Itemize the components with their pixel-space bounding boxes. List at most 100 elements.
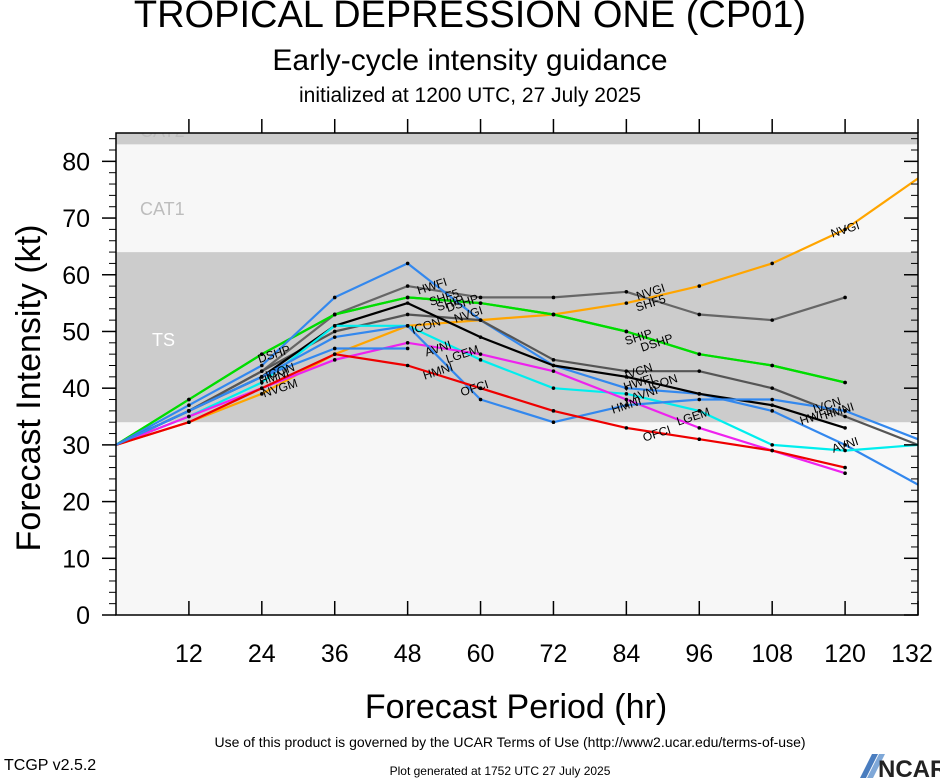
point-icon — [770, 403, 774, 407]
point-icon — [405, 301, 410, 305]
point-lgem — [478, 358, 483, 362]
point-shf5 — [770, 318, 774, 322]
point-hmni — [332, 335, 337, 339]
x-axis-label: Forecast Period (hr) — [365, 688, 667, 726]
point-lgem — [551, 386, 556, 390]
point-ivcn — [405, 312, 410, 317]
point-hmni — [697, 397, 702, 402]
axis-ticks: 12 24 36 48 60 72 84 96 108 120 132 0 10 20 30 40 50 60 70… — [62, 119, 933, 668]
band-label-ts: TS — [152, 330, 175, 350]
series-nvgi — [116, 177, 918, 446]
point-dshp — [187, 397, 191, 402]
series-lgem — [116, 324, 918, 452]
point-hwfi — [332, 295, 337, 300]
point-ofci — [843, 465, 847, 470]
terms-of-use: Use of this product is governed by the U… — [214, 734, 806, 750]
x-tick-label: 120 — [824, 640, 866, 668]
point-avni — [551, 369, 556, 373]
point-shf5 — [843, 295, 847, 300]
point-ofci — [697, 437, 702, 442]
point-icon — [551, 363, 556, 368]
point-hwfi — [187, 403, 191, 407]
point-hmni — [624, 403, 629, 407]
version-label: TCGP v2.5.2 — [4, 757, 97, 774]
point-avni — [624, 397, 629, 402]
point-shf5 — [624, 289, 629, 294]
point-hmni — [478, 397, 483, 402]
point-ofci — [770, 448, 774, 453]
point-ivcn — [332, 329, 337, 334]
x-tick-label: 12 — [175, 640, 203, 668]
point-hwfi — [843, 443, 847, 447]
point-lgem — [260, 380, 264, 385]
point-lgem — [697, 409, 702, 413]
point-nvgi — [260, 392, 264, 396]
point-shf5 — [405, 284, 410, 288]
point-hmni — [551, 420, 556, 425]
point-ivcn — [478, 318, 483, 322]
y-tick-label: 50 — [62, 318, 90, 346]
point-ivcn — [260, 369, 264, 373]
point-ivcn — [843, 414, 847, 419]
point-hwfi — [624, 386, 629, 390]
y-axis-label: Forecast Intensity (kt) — [10, 225, 48, 552]
x-tick-label: 84 — [612, 640, 640, 668]
point-nvgm — [405, 346, 410, 351]
point-dshp — [697, 352, 702, 356]
y-tick-label: 70 — [62, 205, 90, 233]
point-hmni — [405, 324, 410, 328]
point-ofci — [551, 409, 556, 413]
point-dshp — [551, 312, 556, 317]
point-ofci — [624, 426, 629, 430]
point-hwfi — [770, 409, 774, 413]
point-nvgi — [624, 301, 629, 305]
point-ofci — [187, 420, 191, 425]
point-ofci — [478, 386, 483, 390]
point-hwfi — [405, 261, 410, 266]
point-avni — [697, 426, 702, 430]
point-hmni — [843, 409, 847, 413]
point-ofci — [405, 363, 410, 368]
point-nvgi — [843, 227, 847, 232]
point-lgem — [770, 443, 774, 447]
y-tick-label: 0 — [76, 602, 90, 630]
point-ivcn — [551, 358, 556, 362]
x-tick-label: 108 — [751, 640, 793, 668]
plot-frame — [115, 132, 919, 616]
point-icon — [624, 375, 629, 379]
point-icon — [478, 335, 483, 339]
point-avni — [332, 358, 337, 362]
y-tick-label: 10 — [62, 545, 90, 573]
band-cat1 — [116, 144, 918, 253]
ncar-logo: NCAR — [860, 754, 940, 780]
point-avni — [187, 414, 191, 419]
point-shf5 — [551, 295, 556, 300]
x-tick-label: 132 — [891, 640, 933, 668]
y-tick-label: 60 — [62, 262, 90, 290]
point-shf5 — [697, 312, 702, 317]
chart-init-time: initialized at 1200 UTC, 27 July 2025 — [298, 84, 642, 107]
point-hmni — [770, 397, 774, 402]
y-tick-label: 20 — [62, 489, 90, 517]
chart-title: TROPICAL DEPRESSION ONE (CP01) — [133, 0, 807, 36]
series-hwfi — [116, 262, 918, 486]
y-tick-label: 80 — [62, 148, 90, 176]
point-shf5 — [478, 295, 483, 300]
point-dshp — [770, 363, 774, 368]
point-dshp — [478, 301, 483, 305]
band-label-cat2: CAT2 — [140, 121, 185, 141]
x-tick-label: 24 — [248, 640, 276, 668]
x-tick-label: 96 — [685, 640, 713, 668]
point-icon — [697, 392, 702, 396]
plot-border — [115, 132, 919, 616]
point-ivcn — [624, 369, 629, 373]
point-dshp — [405, 295, 410, 300]
y-tick-label: 40 — [62, 375, 90, 403]
generated-time: Plot generated at 1752 UTC 27 July 2025 — [389, 764, 611, 778]
series-ivcn — [116, 313, 918, 446]
point-hwfi — [260, 363, 264, 368]
point-nvgi — [697, 284, 702, 288]
point-lgem — [624, 392, 629, 396]
chart-subtitle: Early-cycle intensity guidance — [272, 44, 668, 77]
